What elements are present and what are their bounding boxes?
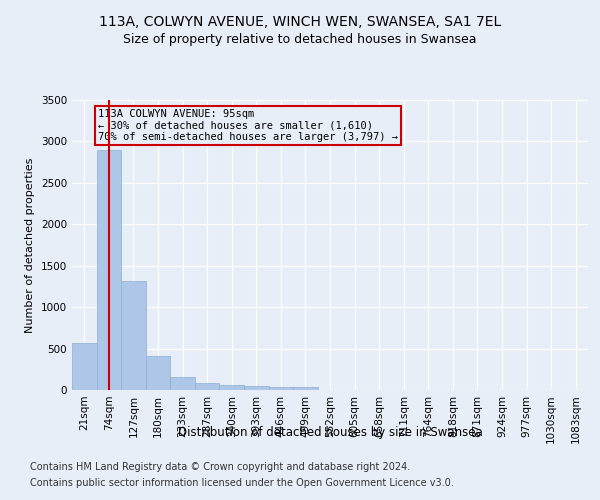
Text: Contains public sector information licensed under the Open Government Licence v3: Contains public sector information licen…: [30, 478, 454, 488]
Bar: [220, 386, 244, 390]
Y-axis label: Number of detached properties: Number of detached properties: [25, 158, 35, 332]
Bar: [146, 356, 170, 390]
Text: Size of property relative to detached houses in Swansea: Size of property relative to detached ho…: [123, 32, 477, 46]
Text: 113A, COLWYN AVENUE, WINCH WEN, SWANSEA, SA1 7EL: 113A, COLWYN AVENUE, WINCH WEN, SWANSEA,…: [99, 15, 501, 29]
Bar: [170, 377, 195, 390]
Bar: [195, 384, 220, 390]
Bar: [244, 386, 269, 390]
Bar: [97, 150, 121, 390]
Bar: [121, 280, 146, 390]
Text: Distribution of detached houses by size in Swansea: Distribution of detached houses by size …: [178, 426, 482, 439]
Bar: [293, 387, 318, 390]
Text: 113A COLWYN AVENUE: 95sqm
← 30% of detached houses are smaller (1,610)
70% of se: 113A COLWYN AVENUE: 95sqm ← 30% of detac…: [98, 109, 398, 142]
Text: Contains HM Land Registry data © Crown copyright and database right 2024.: Contains HM Land Registry data © Crown c…: [30, 462, 410, 472]
Bar: [269, 386, 293, 390]
Bar: [72, 343, 97, 390]
